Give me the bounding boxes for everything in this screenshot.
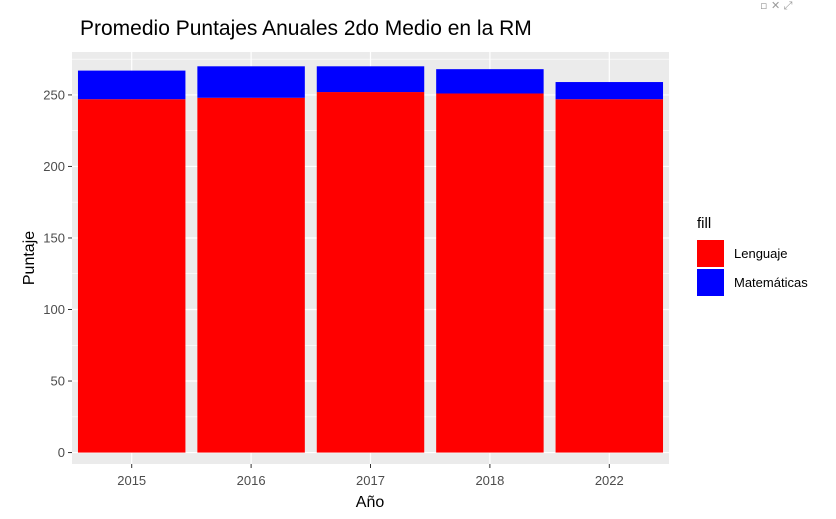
y-tick-label: 150: [43, 230, 65, 245]
x-tick-label: 2017: [356, 473, 385, 488]
bar-lenguaje-2016: [197, 97, 305, 453]
bar-matematicas-2017: [316, 66, 425, 93]
bar-lenguaje-2018: [436, 93, 544, 453]
bar-matematicas-2016: [197, 66, 305, 98]
y-tick-label: 250: [43, 87, 65, 102]
x-tick-label: 2022: [595, 473, 624, 488]
legend-label: Matemáticas: [734, 275, 808, 290]
window-controls[interactable]: ▫ ✕ ⤢: [760, 0, 793, 12]
legend-key: [697, 269, 724, 296]
legend-title: fill: [697, 215, 711, 232]
y-tick-label: 50: [51, 374, 65, 389]
legend-items: Lenguaje Matemáticas: [697, 240, 808, 296]
legend-label: Lenguaje: [734, 246, 788, 261]
legend-key: [697, 240, 724, 267]
bars-layer: [77, 66, 664, 453]
bar-matematicas-2022: [555, 82, 664, 100]
y-tick-label: 200: [43, 159, 65, 174]
x-tick-label: 2015: [117, 473, 146, 488]
bar-lenguaje-2015: [77, 99, 186, 453]
axis-layer: 0 50 100 150 200 250 2015 2016 2017 2018 2022: [43, 87, 623, 488]
y-tick-label: 0: [58, 445, 65, 460]
chart-title: Promedio Puntajes Anuales 2do Medio en l…: [80, 17, 532, 40]
x-axis-title: Año: [356, 494, 385, 511]
bar-matematicas-2018: [436, 69, 544, 94]
x-tick-label: 2018: [475, 473, 504, 488]
bar-matematicas-2015: [77, 70, 186, 100]
legend: fill Lenguaje Matemáticas: [697, 215, 808, 296]
y-axis-title: Puntaje: [21, 231, 38, 285]
y-tick-label: 100: [43, 302, 65, 317]
x-tick-label: 2016: [237, 473, 266, 488]
bar-lenguaje-2022: [555, 99, 664, 453]
bar-lenguaje-2017: [316, 92, 425, 453]
